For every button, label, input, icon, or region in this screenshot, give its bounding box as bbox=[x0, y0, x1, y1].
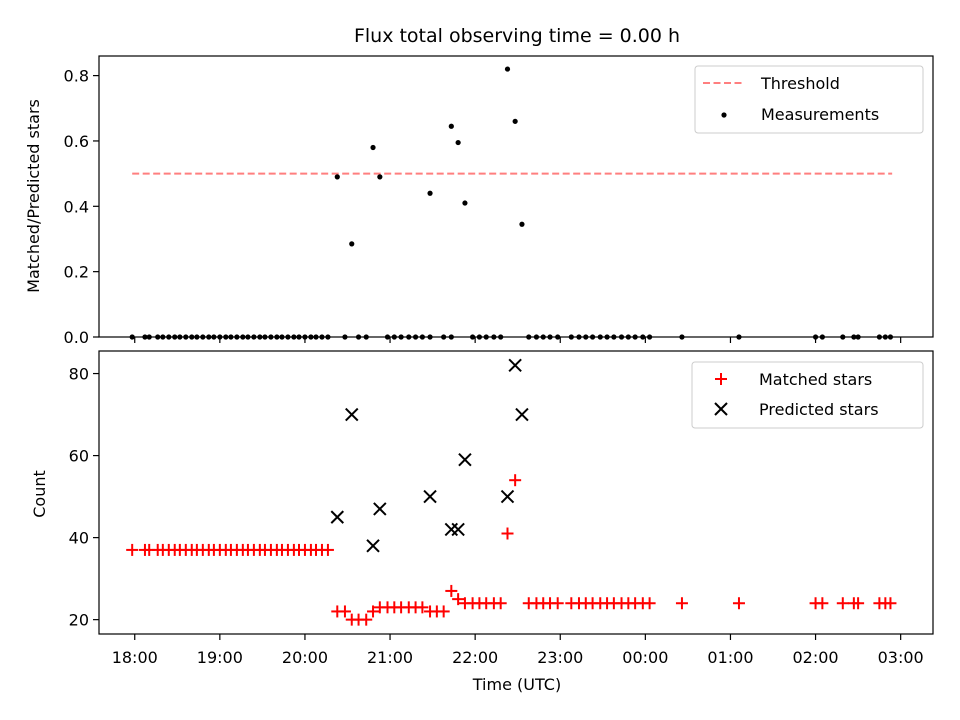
predicted-star-marker bbox=[373, 502, 387, 516]
bottom-x-tick-label: 20:00 bbox=[282, 648, 328, 667]
matched-star-marker bbox=[416, 601, 429, 614]
bottom-x-tick-label: 01:00 bbox=[707, 648, 753, 667]
bottom-x-tick-label: 03:00 bbox=[878, 648, 924, 667]
matched-star-marker bbox=[360, 613, 373, 626]
matched-star-marker bbox=[126, 543, 139, 556]
legend-matched-label: Matched stars bbox=[759, 370, 872, 389]
top-chart-title: Flux total observing time = 0.00 h bbox=[354, 25, 680, 47]
measurement-point bbox=[377, 174, 383, 180]
predicted-star-marker bbox=[330, 510, 344, 524]
matched-star-marker bbox=[852, 597, 865, 610]
top-y-ticks: 0.0 0.2 0.4 0.6 0.8 bbox=[64, 67, 99, 347]
bottom-x-tick-label: 19:00 bbox=[197, 648, 243, 667]
bottom-y-axis-label: Count bbox=[30, 470, 49, 518]
bottom-x-axis-label: Time (UTC) bbox=[472, 675, 561, 694]
top-y-tick-label: 0.8 bbox=[64, 67, 89, 86]
top-legend-box bbox=[694, 65, 924, 134]
measurement-point bbox=[349, 241, 355, 247]
measurement-point bbox=[370, 144, 376, 151]
top-y-tick-label: 0.4 bbox=[64, 197, 89, 216]
matched-star-marker bbox=[884, 597, 897, 610]
bottom-legend: Matched stars Predicted stars bbox=[691, 361, 924, 429]
top-panel: 0.0 0.2 0.4 0.6 0.8 bbox=[64, 55, 934, 347]
top-y-tick-label: 0.6 bbox=[64, 132, 89, 151]
matched-star-marker bbox=[675, 597, 688, 610]
bottom-legend-box bbox=[691, 361, 924, 429]
bottom-y-ticks: 20 40 60 80 bbox=[69, 365, 99, 630]
bottom-y-tick-label: 20 bbox=[69, 611, 89, 630]
matched-star-marker bbox=[338, 605, 351, 618]
measurement-point bbox=[334, 174, 340, 180]
bottom-y-tick-label: 60 bbox=[69, 447, 89, 466]
legend-matched-swatch bbox=[715, 373, 727, 385]
legend-predicted-swatch bbox=[714, 402, 728, 416]
matched-star-marker bbox=[445, 584, 458, 597]
matched-star-marker bbox=[836, 597, 849, 610]
bottom-x-tick-label: 02:00 bbox=[793, 648, 839, 667]
bottom-y-tick-label: 80 bbox=[69, 365, 89, 384]
predicted-star-marker bbox=[515, 407, 529, 422]
measurement-point bbox=[448, 123, 454, 129]
bottom-y-tick-label: 40 bbox=[69, 529, 89, 548]
measurement-point bbox=[455, 139, 461, 146]
top-axes-frame bbox=[98, 55, 934, 338]
measurement-point bbox=[427, 190, 433, 196]
predicted-star-marker bbox=[500, 489, 515, 504]
predicted-star-marker bbox=[508, 358, 522, 373]
predicted-star-marker bbox=[345, 407, 359, 422]
legend-measurements-label: Measurements bbox=[761, 105, 879, 124]
matched-star-marker bbox=[367, 605, 380, 618]
bottom-x-ticks: 18:00 19:00 20:00 21:00 22:00 23:00 00:00 01:00… bbox=[112, 634, 924, 667]
matched-star-marker bbox=[509, 474, 522, 487]
bottom-panel: 20 40 60 80 18:00 19:00 20:00 21:00 22:00 23:00 0… bbox=[69, 350, 934, 667]
measurement-point bbox=[512, 118, 518, 124]
predicted-star-marker bbox=[366, 539, 380, 553]
matched-star-marker bbox=[816, 597, 829, 610]
bottom-x-tick-label: 00:00 bbox=[622, 648, 668, 667]
predicted-star-marker bbox=[458, 452, 472, 467]
predicted-star-marker bbox=[423, 489, 437, 504]
matched-star-marker bbox=[643, 597, 656, 610]
bottom-markers-layer bbox=[126, 358, 897, 626]
top-y-tick-label: 0.2 bbox=[64, 263, 89, 282]
top-y-tick-label: 0.0 bbox=[64, 328, 89, 347]
top-legend: Threshold Measurements bbox=[694, 65, 924, 134]
matched-star-marker bbox=[732, 597, 745, 610]
legend-measurements-swatch bbox=[721, 112, 727, 118]
predicted-star-marker bbox=[451, 522, 465, 537]
bottom-x-tick-label: 22:00 bbox=[452, 648, 498, 667]
matched-star-marker bbox=[501, 527, 514, 540]
measurement-point bbox=[504, 66, 511, 72]
bottom-x-tick-label: 21:00 bbox=[367, 648, 413, 667]
legend-predicted-label: Predicted stars bbox=[759, 400, 879, 419]
bottom-x-tick-label: 23:00 bbox=[537, 648, 583, 667]
measurement-point bbox=[519, 221, 525, 227]
legend-threshold-label: Threshold bbox=[760, 74, 840, 93]
bottom-x-tick-label: 18:00 bbox=[112, 648, 158, 667]
matched-star-marker bbox=[452, 593, 465, 606]
matched-star-marker bbox=[551, 597, 564, 610]
matched-star-marker bbox=[494, 597, 507, 610]
measurement-point bbox=[462, 200, 468, 206]
matched-star-marker bbox=[321, 543, 334, 556]
bottom-axes-frame bbox=[98, 350, 934, 635]
top-y-axis-label: Matched/Predicted stars bbox=[24, 99, 43, 293]
matched-star-marker bbox=[437, 605, 450, 618]
